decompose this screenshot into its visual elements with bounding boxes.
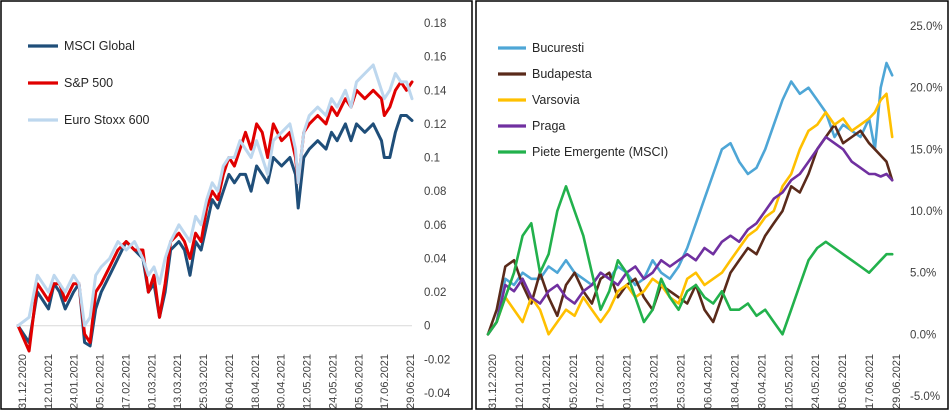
y-tick-label: 5.0%	[910, 268, 936, 280]
x-tick-label: 29.06.2021	[405, 354, 417, 409]
x-tick-label: 17.02.2021	[120, 354, 132, 409]
series-line-piete-emergente-msci-	[486, 185, 894, 336]
x-tick-label: 05.06.2021	[837, 354, 849, 409]
x-tick-label: 17.02.2021	[595, 354, 607, 409]
legend-label: MSCI Global	[64, 39, 135, 53]
x-tick-label: 18.04.2021	[250, 354, 262, 409]
legend-label: Praga	[532, 119, 565, 133]
x-tick-label: 12.05.2021	[783, 354, 795, 409]
y-tick-label: -5.0%	[910, 391, 940, 403]
x-tick-label: 24.05.2021	[810, 354, 822, 409]
legend-label: Bucuresti	[532, 41, 584, 55]
x-tick-label: 17.06.2021	[864, 354, 876, 409]
x-tick-label: 17.06.2021	[379, 354, 391, 409]
x-tick-label: 25.03.2021	[676, 354, 688, 409]
y-tick-label: 0.0%	[910, 329, 936, 341]
y-tick-label: 0.04	[424, 253, 447, 265]
x-tick-label: 24.01.2021	[69, 354, 81, 409]
x-tick-label: 24.01.2021	[541, 354, 553, 409]
y-tick-label: 15.0%	[910, 144, 943, 156]
y-tick-label: 20.0%	[910, 83, 943, 95]
legend-label: Budapesta	[532, 67, 592, 81]
series-line-euro-stoxx-600	[16, 63, 414, 328]
y-tick-label: 10.0%	[910, 206, 943, 218]
x-tick-label: 30.04.2021	[276, 354, 288, 409]
y-tick-label: 0.1	[424, 153, 440, 165]
legend-label: Piete Emergente (MSCI)	[532, 145, 668, 159]
x-tick-label: 12.05.2021	[302, 354, 314, 409]
x-tick-label: 01.03.2021	[146, 354, 158, 409]
x-tick-label: 30.04.2021	[756, 354, 768, 409]
x-tick-label: 31.12.2020	[17, 354, 29, 409]
y-tick-label: 0	[424, 321, 430, 333]
series-line-varsovia	[486, 92, 894, 336]
y-tick-label: 0.06	[424, 220, 446, 232]
y-tick-label: 0.08	[424, 186, 446, 198]
legend-label: Varsovia	[532, 93, 580, 107]
x-tick-label: 05.02.2021	[95, 354, 107, 409]
legend-label: S&P 500	[64, 76, 113, 90]
right-panel-border	[475, 0, 949, 410]
x-tick-label: 29.06.2021	[891, 354, 903, 409]
y-tick-label: -0.02	[424, 354, 450, 366]
y-tick-label: -0.04	[424, 388, 451, 400]
x-tick-label: 31.12.2020	[487, 354, 499, 409]
x-tick-label: 12.01.2021	[514, 354, 526, 409]
right-chart: 25.0% 20.0% 15.0% 10.0% 5.0% 0.0% -5.0% 31.12.2…	[486, 21, 943, 409]
x-tick-label: 06.04.2021	[702, 354, 714, 409]
series-line-praga	[486, 135, 894, 336]
y-tick-label: 0.14	[424, 85, 447, 97]
y-tick-label: 25.0%	[910, 21, 943, 33]
series-line-bucuresti	[486, 61, 894, 336]
left-panel-border	[0, 0, 473, 410]
x-tick-label: 12.01.2021	[43, 354, 55, 409]
x-tick-label: 13.03.2021	[172, 354, 184, 409]
x-tick-label: 06.04.2021	[224, 354, 236, 409]
y-tick-label: 0.16	[424, 52, 446, 64]
y-tick-label: 0.18	[424, 18, 446, 30]
y-tick-label: 0.12	[424, 119, 446, 131]
x-tick-label: 25.03.2021	[198, 354, 210, 409]
x-tick-label: 13.03.2021	[649, 354, 661, 409]
x-tick-label: 18.04.2021	[729, 354, 741, 409]
series-line-msci-global	[16, 114, 414, 348]
y-tick-label: 0.02	[424, 287, 446, 299]
x-tick-label: 24.05.2021	[327, 354, 339, 409]
left-chart: 0.18 0.16 0.14 0.12 0.1 0.08 0.06 0.04 0.02 0 -0.0…	[16, 18, 451, 409]
x-tick-label: 05.02.2021	[568, 354, 580, 409]
legend-label: Euro Stoxx 600	[64, 113, 150, 127]
x-tick-label: 01.03.2021	[622, 354, 634, 409]
x-tick-label: 05.06.2021	[353, 354, 365, 409]
